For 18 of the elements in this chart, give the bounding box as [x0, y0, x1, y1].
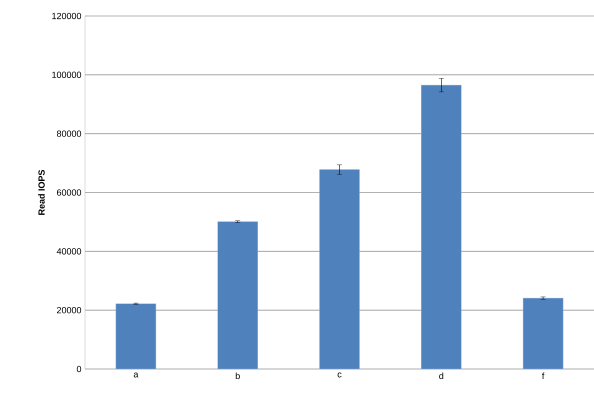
x-tick-label: b [236, 372, 240, 380]
x-tick-label: a [134, 372, 138, 378]
y-tick-label: 100000 [52, 72, 82, 78]
y-tick-label: 40000 [56, 248, 82, 255]
y-tick-label: 120000 [52, 12, 82, 20]
x-tick-label: d [439, 372, 444, 380]
x-tick-label: f [542, 372, 544, 380]
bar [218, 221, 258, 369]
bar [522, 298, 564, 369]
y-tick-label: 0 [76, 366, 82, 372]
bar [116, 303, 156, 369]
y-tick-label: 60000 [57, 189, 82, 196]
bar [319, 169, 360, 369]
y-tick-label: 80000 [56, 130, 82, 137]
x-tick-label: c [338, 372, 342, 378]
bar [421, 84, 462, 369]
y-tick-label: 20000 [57, 306, 82, 314]
y-axis-title: Read IOPS [38, 170, 45, 215]
